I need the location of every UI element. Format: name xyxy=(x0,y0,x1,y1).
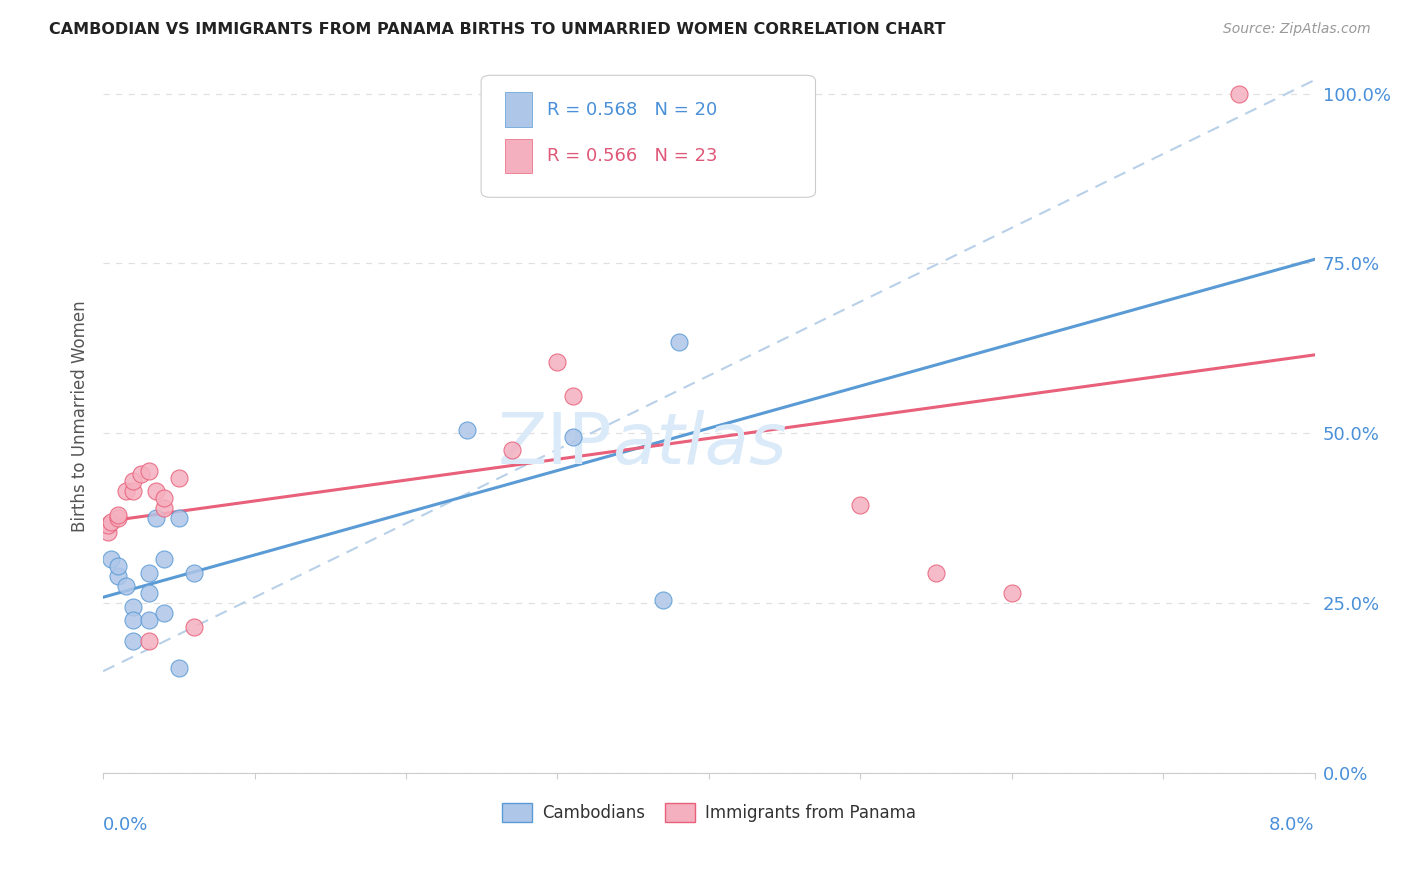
Point xyxy=(668,334,690,349)
Point xyxy=(925,566,948,580)
Bar xyxy=(505,139,531,173)
Point xyxy=(115,484,138,499)
Point xyxy=(138,633,160,648)
Point xyxy=(1227,87,1250,101)
Point xyxy=(152,501,174,516)
Point xyxy=(152,552,174,566)
Text: ZIP: ZIP xyxy=(498,410,612,479)
Y-axis label: Births to Unmarried Women: Births to Unmarried Women xyxy=(72,301,89,533)
Point xyxy=(561,389,583,403)
Point xyxy=(97,518,120,533)
Point xyxy=(138,566,160,580)
Point xyxy=(138,613,160,627)
Text: Source: ZipAtlas.com: Source: ZipAtlas.com xyxy=(1223,22,1371,37)
Point xyxy=(129,467,152,482)
Text: CAMBODIAN VS IMMIGRANTS FROM PANAMA BIRTHS TO UNMARRIED WOMEN CORRELATION CHART: CAMBODIAN VS IMMIGRANTS FROM PANAMA BIRT… xyxy=(49,22,946,37)
Point xyxy=(652,593,675,607)
Point xyxy=(501,443,523,458)
Point xyxy=(122,484,145,499)
Point xyxy=(122,474,145,488)
Point xyxy=(122,633,145,648)
Point xyxy=(107,508,129,522)
Bar xyxy=(505,93,531,127)
Text: R = 0.566   N = 23: R = 0.566 N = 23 xyxy=(547,147,717,165)
Point xyxy=(561,430,583,444)
Point xyxy=(167,661,190,675)
Point xyxy=(100,515,122,529)
Point xyxy=(107,569,129,583)
Point xyxy=(849,498,872,512)
Point xyxy=(107,511,129,525)
Point xyxy=(97,524,120,539)
Legend: Cambodians, Immigrants from Panama: Cambodians, Immigrants from Panama xyxy=(495,797,922,829)
Point xyxy=(167,511,190,525)
Point xyxy=(546,355,568,369)
Point xyxy=(100,552,122,566)
Point xyxy=(167,470,190,484)
Point xyxy=(107,558,129,573)
Text: atlas: atlas xyxy=(612,410,786,479)
Text: 0.0%: 0.0% xyxy=(103,816,149,834)
Point xyxy=(122,613,145,627)
FancyBboxPatch shape xyxy=(481,75,815,197)
Point xyxy=(138,586,160,600)
Point xyxy=(152,607,174,621)
Point xyxy=(183,566,205,580)
Point xyxy=(122,599,145,614)
Point xyxy=(145,511,167,525)
Point xyxy=(115,579,138,593)
Point xyxy=(1001,586,1024,600)
Point xyxy=(145,484,167,499)
Point xyxy=(152,491,174,505)
Text: R = 0.568   N = 20: R = 0.568 N = 20 xyxy=(547,101,717,119)
Point xyxy=(183,620,205,634)
Point xyxy=(138,464,160,478)
Point xyxy=(456,423,478,437)
Text: 8.0%: 8.0% xyxy=(1270,816,1315,834)
